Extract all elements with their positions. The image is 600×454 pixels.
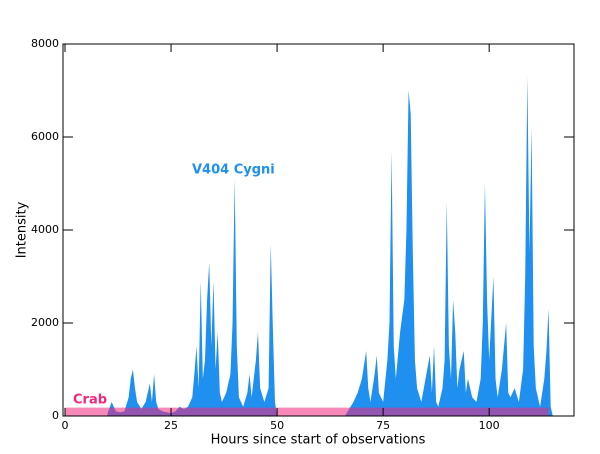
y-tick-label: 0 — [52, 409, 59, 422]
y-tick-label: 8000 — [31, 37, 59, 50]
x-tick-label: 50 — [270, 419, 284, 432]
area — [65, 407, 549, 416]
series-label: Crab — [73, 393, 107, 408]
x-tick-label: 25 — [164, 419, 178, 432]
y-tick-label: 4000 — [31, 223, 59, 236]
y-axis-label: Intensity — [15, 201, 30, 258]
y-tick-label: 6000 — [31, 130, 59, 143]
x-tick-label: 75 — [376, 419, 390, 432]
series-label: V404 Cygni — [192, 163, 275, 178]
x-tick-label: 100 — [479, 419, 500, 432]
x-axis-label: Hours since start of observations — [211, 433, 426, 448]
y-tick-label: 2000 — [31, 316, 59, 329]
x-tick-label: 0 — [62, 419, 69, 432]
